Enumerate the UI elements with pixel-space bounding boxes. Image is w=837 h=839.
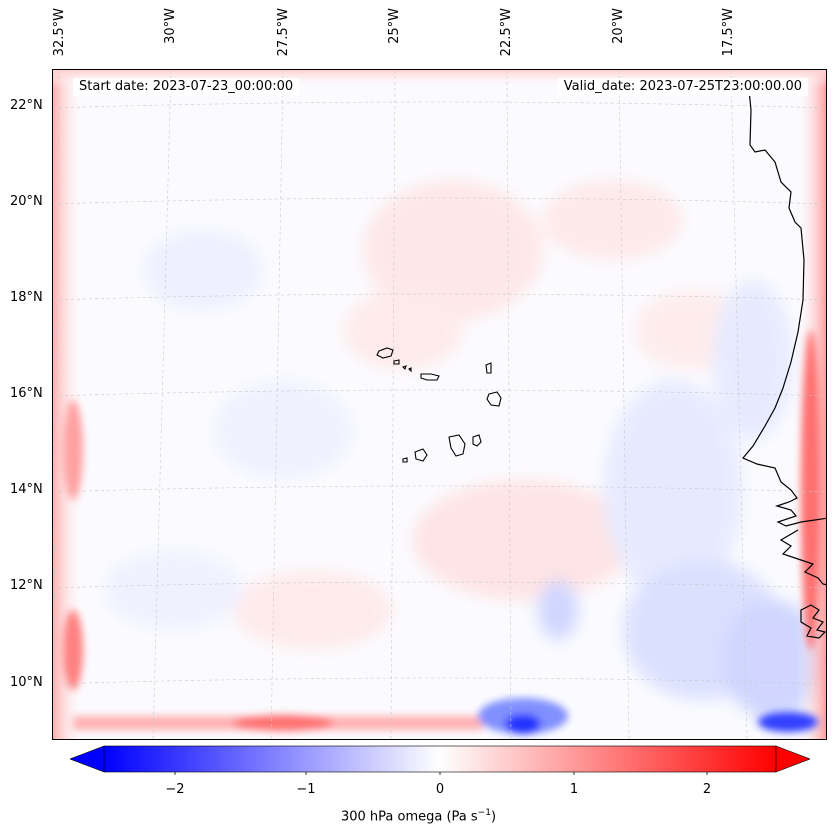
colorbar-ticks (174, 772, 708, 775)
map-panel (52, 69, 827, 740)
lon-label-30w: 30°W (163, 8, 178, 44)
colorbar-gradient (103, 745, 777, 773)
colorbar-tick-neg1: −1 (296, 782, 316, 797)
lon-label-27.5w: 27.5°W (276, 8, 291, 57)
lat-label-18n: 18°N (10, 290, 43, 305)
lon-label-20w: 20°W (611, 8, 626, 44)
colorbar-max-extend (775, 745, 810, 773)
lat-label-16n: 16°N (10, 386, 43, 401)
lon-label-22.5w: 22.5°W (499, 8, 514, 57)
lon-label-25w: 25°W (387, 8, 402, 44)
lat-label-20n: 20°N (10, 194, 43, 209)
colorbar-tick-1: 1 (569, 782, 579, 797)
start-date-label: Start date: 2023-07-23_00:00:00 (73, 78, 300, 96)
colorbar-label-end: ) (490, 809, 497, 825)
colorbar-label-exponent: −1 (477, 808, 491, 818)
colorbar-tick-neg2: −2 (165, 782, 185, 797)
colorbar-tick-0: 0 (435, 782, 445, 797)
bottom-boundary-band (63, 330, 821, 734)
lat-label-14n: 14°N (10, 482, 43, 497)
lat-label-12n: 12°N (10, 578, 43, 593)
lat-label-22n: 22°N (10, 98, 43, 113)
colorbar (70, 745, 810, 775)
colorbar-tick-2: 2 (702, 782, 712, 797)
lon-label-17.5w: 17.5°W (721, 8, 736, 57)
cape-verde-islands (376, 347, 502, 463)
colorbar-min-extend (70, 745, 105, 773)
omega-field-map (53, 70, 826, 739)
coastline-west-africa (742, 79, 826, 639)
lat-label-10n: 10°N (10, 675, 43, 690)
lon-label-32.5w: 32.5°W (52, 8, 67, 57)
gridlines (53, 70, 826, 739)
colorbar-label-main: 300 hPa omega (Pa s (340, 809, 478, 825)
colorbar-label: 300 hPa omega (Pa s−1) (0, 808, 837, 824)
valid-date-label: Valid_date: 2023-07-25T23:00:00.00 (557, 78, 808, 96)
